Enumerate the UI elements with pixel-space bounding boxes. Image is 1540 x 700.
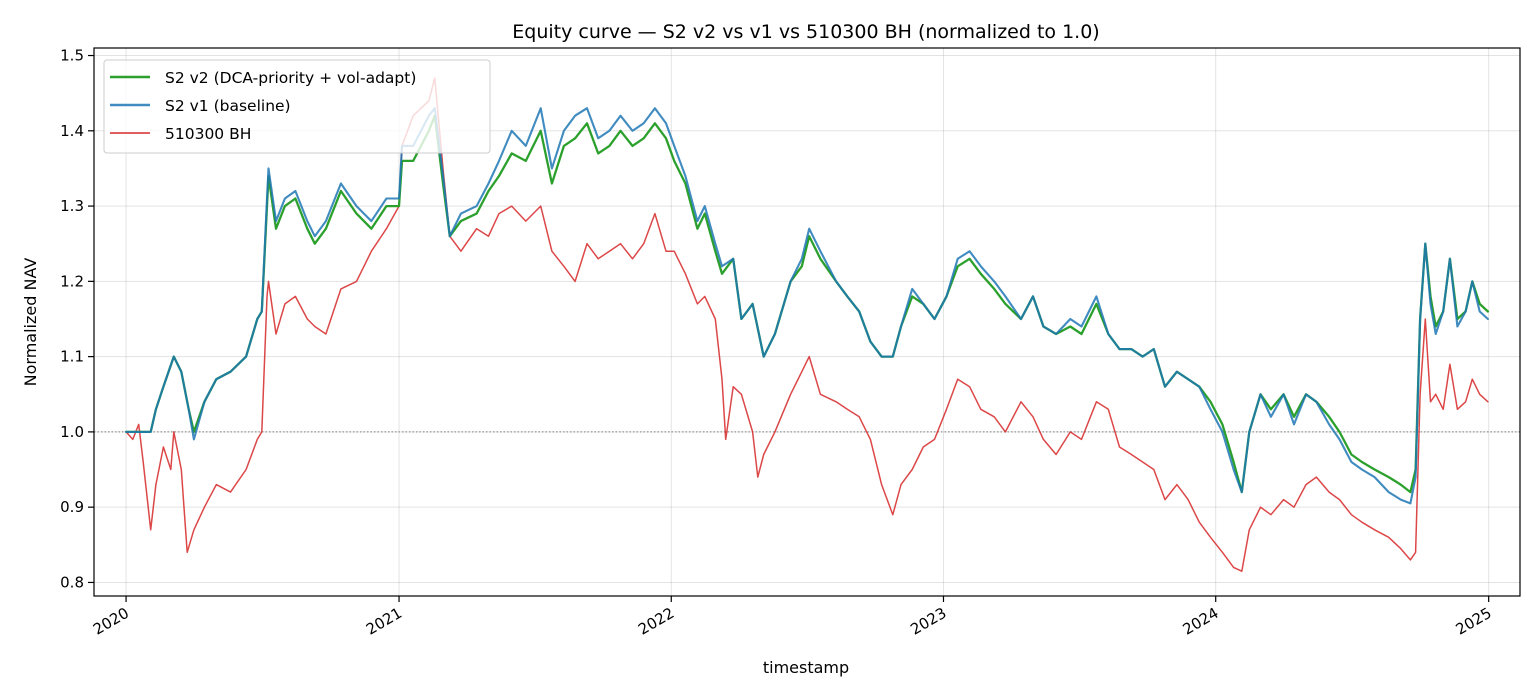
y-tick-label: 1.4 [60, 122, 84, 140]
chart-title: Equity curve — S2 v2 vs v1 vs 510300 BH … [512, 21, 1099, 43]
legend-box [103, 59, 491, 154]
plot-frame [93, 47, 1521, 597]
series-layer [124, 77, 1490, 572]
series-line-510300-bh [125, 77, 1489, 572]
y-tick-label: 1.3 [60, 197, 84, 215]
y-tick-label: 1.2 [60, 272, 84, 290]
x-axis-title: timestamp [763, 658, 849, 677]
legend-label-s2-v1: S2 v1 (baseline) [165, 97, 291, 115]
y-axis-title: Normalized NAV [21, 258, 40, 387]
y-tick-label: 1.1 [60, 348, 84, 366]
y-tick-label: 1.0 [60, 423, 84, 441]
y-tick-label: 1.5 [60, 47, 84, 65]
y-tick-label: 0.9 [60, 498, 84, 516]
series-line-s2-v2 [124, 114, 1490, 494]
legend: S2 v2 (DCA-priority + vol-adapt) S2 v1 (… [103, 59, 491, 154]
y-tick-label: 0.8 [60, 573, 84, 591]
legend-label-510300-bh: 510300 BH [165, 125, 251, 143]
series-line-s2-v1 [125, 107, 1489, 505]
legend-label-s2-v2: S2 v2 (DCA-priority + vol-adapt) [165, 69, 416, 87]
y-axis-ticks: 0.8 0.9 1.0 1.1 1.2 1.3 1.4 1.5 [60, 47, 94, 591]
